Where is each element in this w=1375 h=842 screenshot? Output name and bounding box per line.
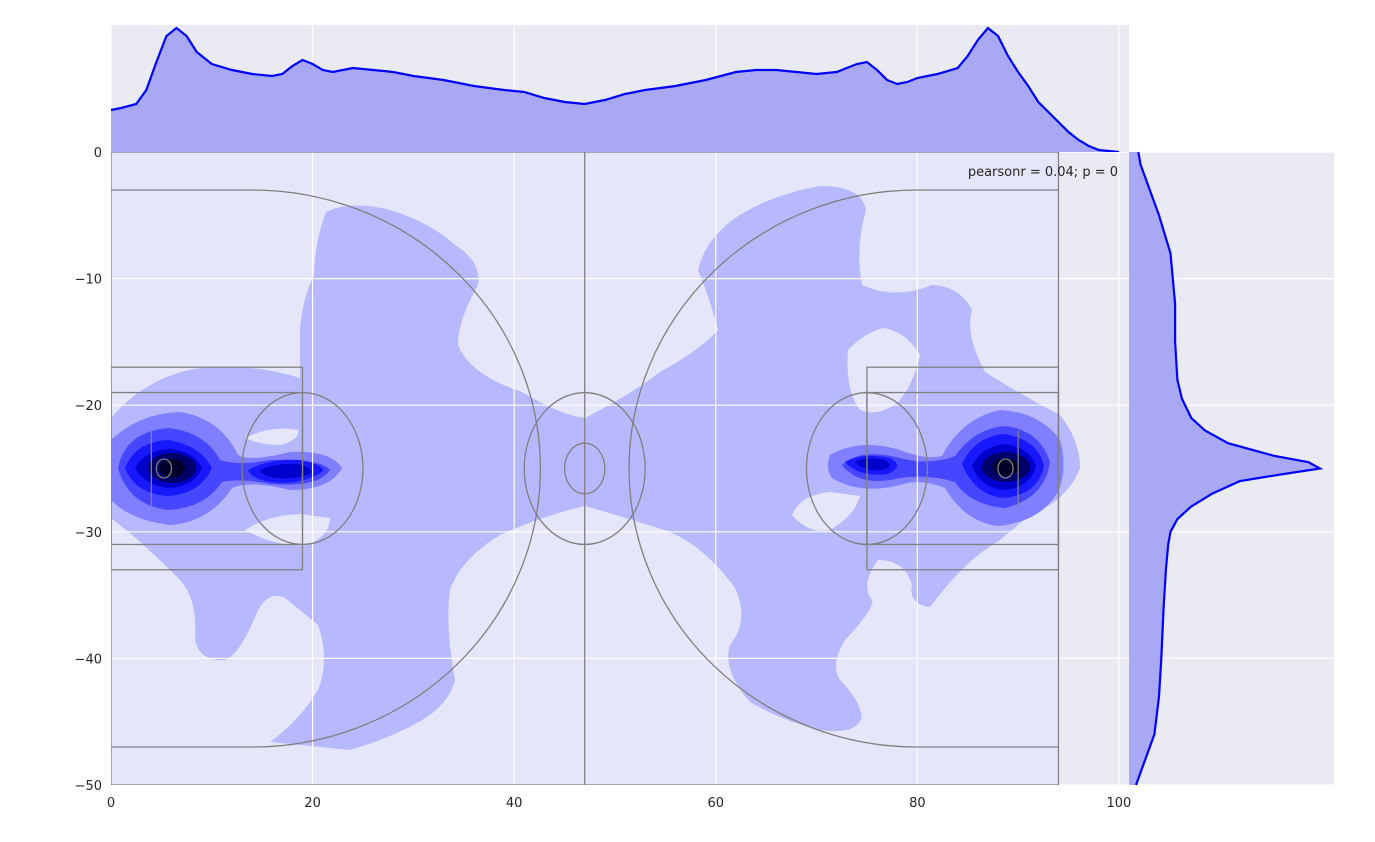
x-tick-label: 80 <box>909 796 926 811</box>
kde-contour-level-7-right <box>993 458 1019 476</box>
x-tick-label: 20 <box>304 796 321 811</box>
kde-contour-level-0-hole-right-upper <box>847 328 920 413</box>
marginal-y-density-fill <box>1129 152 1320 785</box>
y-tick-label: −30 <box>75 526 102 541</box>
marginal-x-axes <box>110 25 1129 154</box>
court-left-key-inner <box>111 391 304 546</box>
pearsonr-annotation: pearsonr = 0.04; p = 0 <box>968 165 1118 180</box>
marginal-x-density-fill <box>111 28 1119 152</box>
court-left-hoop <box>155 458 173 479</box>
x-tick-label: 100 <box>1107 796 1132 811</box>
kde-contour-level-5-left-inner <box>260 463 312 479</box>
marginal-x-density-line <box>110 26 1120 154</box>
kde-contour-level-1-left-body <box>111 186 1080 750</box>
kde-contour-level-5-right-inner <box>855 458 890 471</box>
court-right-hoop <box>997 458 1014 479</box>
joint-axes: pearsonr = 0.04; p = 0 <box>111 152 1129 785</box>
court-center-circle <box>523 391 646 546</box>
marginal-y-density-line <box>1134 151 1324 786</box>
y-tick-label: 0 <box>94 146 102 161</box>
marginal-y-axes <box>1129 151 1334 786</box>
court-right-key-inner <box>866 391 1060 546</box>
x-tick-label: 40 <box>506 796 523 811</box>
x-tick-labels: 0 20 40 60 80 100 <box>107 796 1131 811</box>
court-left-free-throw-circle <box>241 391 364 546</box>
x-tick-label: 0 <box>107 796 115 811</box>
y-tick-labels: 0 −10 −20 −30 −40 −50 <box>75 146 102 794</box>
court-left-three-point-arc <box>111 189 541 748</box>
court-markings <box>111 152 1060 785</box>
court-right-free-throw-circle <box>805 391 929 546</box>
y-tick-label: −40 <box>75 652 102 667</box>
kde-contour-level-0-hole-left-lower <box>245 514 330 546</box>
x-tick-label: 60 <box>707 796 724 811</box>
court-right-three-point-arc <box>628 189 1059 748</box>
joint-grid <box>111 152 1129 785</box>
kde-contour-level-0-hole-left <box>245 428 299 445</box>
y-tick-label: −10 <box>75 273 102 288</box>
y-tick-label: −20 <box>75 399 102 414</box>
y-tick-label: −50 <box>75 779 102 794</box>
court-center-small-circle <box>563 442 606 495</box>
kde-contour-level-0-hole-right-lower <box>792 492 860 531</box>
